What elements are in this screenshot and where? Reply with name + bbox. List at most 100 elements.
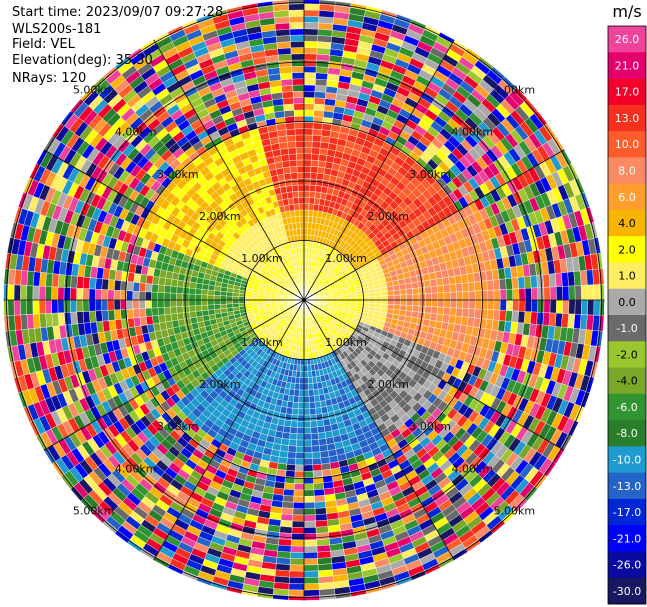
gate-cell <box>315 179 324 187</box>
gate-cell <box>244 299 252 304</box>
gate-cell <box>386 285 394 292</box>
gate-cell <box>188 287 196 295</box>
gate-cell <box>319 400 327 408</box>
gate-cell <box>195 310 203 318</box>
gate-cell <box>285 464 296 472</box>
gate-cell <box>543 299 551 314</box>
gate-cell <box>536 312 544 326</box>
gate-cell <box>57 274 66 288</box>
gate-cell <box>314 501 326 509</box>
gate-cell <box>296 433 305 441</box>
gate-cell <box>436 313 444 323</box>
gate-cell <box>295 452 305 460</box>
gate-cell <box>524 299 532 313</box>
gate-cell <box>278 538 292 547</box>
gate-cell <box>425 293 432 301</box>
gate-cell <box>57 286 65 301</box>
gate-cell <box>219 299 227 305</box>
gate-cell <box>487 289 495 301</box>
gate-cell <box>562 299 570 315</box>
gate-cell <box>455 307 463 317</box>
gate-cell <box>436 306 445 315</box>
gate-cell <box>468 281 476 292</box>
gate-cell <box>456 299 464 309</box>
gate-cell <box>138 308 147 318</box>
gate-cell <box>423 279 432 288</box>
gate-cell <box>283 419 292 428</box>
gate-cell <box>201 304 209 311</box>
gate-cell <box>82 288 90 301</box>
gate-cell <box>303 414 311 422</box>
gate-cell <box>303 97 315 105</box>
gate-cell <box>375 299 382 305</box>
gate-cell <box>296 427 305 435</box>
gate-cell <box>299 377 305 385</box>
gate-cell <box>314 507 327 515</box>
gate-cell <box>303 514 316 522</box>
gate-cell <box>393 299 401 306</box>
gate-cell <box>3 299 9 316</box>
gate-cell <box>163 306 172 315</box>
gate-cell <box>107 299 115 311</box>
gate-cell <box>505 310 513 322</box>
gate-cell <box>299 383 305 391</box>
gate-cell <box>512 288 520 301</box>
gate-cell <box>164 313 172 323</box>
gate-cell <box>245 302 252 307</box>
gate-cell <box>207 294 215 301</box>
gate-cell <box>303 577 320 584</box>
gate-cell <box>314 495 326 503</box>
gate-cell <box>309 191 316 199</box>
gate-cell <box>574 299 582 315</box>
gate-cell <box>296 439 305 447</box>
gate-cell <box>316 538 330 547</box>
gate-cell <box>468 299 476 310</box>
gate-cell <box>3 284 9 301</box>
gate-cell <box>381 291 388 297</box>
gate-cell <box>88 299 96 312</box>
gate-cell <box>7 299 15 316</box>
gate-cell <box>20 270 29 286</box>
gate-cell <box>599 284 605 301</box>
gate-cell <box>107 309 116 321</box>
gate-cell <box>307 370 313 378</box>
gate-cell <box>138 299 146 309</box>
gate-cell <box>461 282 470 292</box>
gate-cell <box>303 595 320 601</box>
gate-cell <box>303 190 310 198</box>
gate-cell <box>406 294 414 301</box>
gate-cell <box>537 287 545 301</box>
gate-cell <box>303 470 314 478</box>
gate-cell <box>310 172 318 180</box>
gate-cell <box>303 402 310 410</box>
gate-cell <box>462 299 470 309</box>
gate-cell <box>406 299 414 306</box>
gate-cell <box>400 299 407 306</box>
gate-cell <box>562 285 570 301</box>
gate-cell <box>309 401 316 409</box>
gate-cell <box>288 439 297 447</box>
gate-cell <box>405 282 413 290</box>
gate-cell <box>303 122 314 130</box>
gate-cell <box>214 308 222 315</box>
gate-cell <box>517 311 526 324</box>
gate-cell <box>303 9 320 17</box>
gate-cell <box>76 276 85 289</box>
gate-cell <box>157 292 165 301</box>
gate-cell <box>499 278 507 290</box>
gate-cell <box>201 294 208 301</box>
gate-cell <box>308 389 315 397</box>
gate-cell <box>303 439 312 447</box>
gate-cell <box>303 109 315 117</box>
gate-cell <box>286 457 296 466</box>
gate-cell <box>548 273 557 288</box>
gate-cell <box>309 178 317 186</box>
gate-cell <box>468 290 476 301</box>
gate-cell <box>138 282 147 292</box>
gate-cell <box>303 209 309 217</box>
gate-cell <box>492 309 501 321</box>
gate-cell <box>356 299 364 304</box>
gate-cell <box>303 458 313 466</box>
gate-cell <box>574 285 582 301</box>
